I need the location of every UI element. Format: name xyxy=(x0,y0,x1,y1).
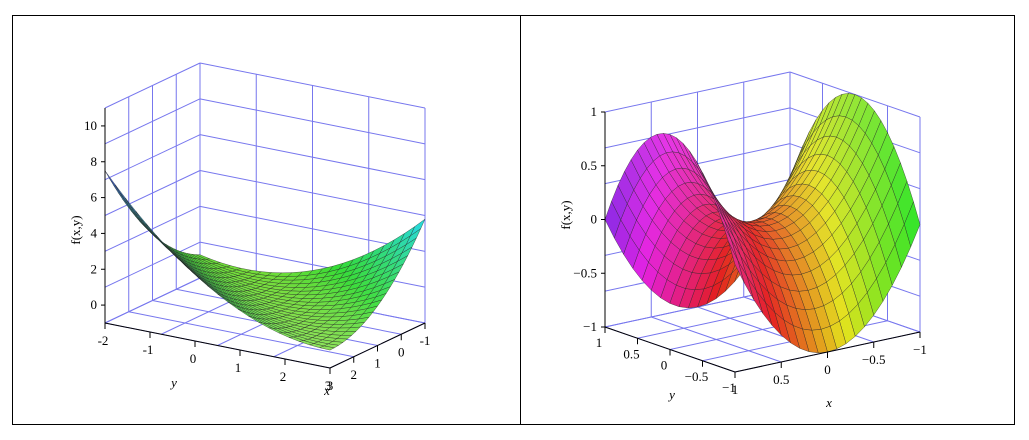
surface-patch xyxy=(318,345,336,351)
z-tick-label: 0 xyxy=(91,297,98,312)
z-tick-label: 8 xyxy=(91,154,98,169)
z-tick-label: 10 xyxy=(84,118,97,133)
grid-line xyxy=(104,241,201,288)
grid-line xyxy=(199,134,426,181)
left-ylabel: y xyxy=(169,375,177,390)
y-tick-label: 1 xyxy=(235,360,242,375)
z-tick-label: 6 xyxy=(91,190,98,205)
y-tick-label: 3 xyxy=(325,378,332,393)
panel-divider xyxy=(520,15,521,425)
x-tick-label: 3 xyxy=(327,378,334,393)
left-zlabel: f(x,y) xyxy=(68,215,83,244)
grid-line xyxy=(104,62,201,109)
grid-line xyxy=(199,62,426,109)
grid-line xyxy=(104,205,201,252)
x-tick-label: 2 xyxy=(351,367,358,382)
grid-line xyxy=(104,134,201,181)
y-tick-label: -2 xyxy=(98,333,109,348)
y-tick-label: 2 xyxy=(280,369,287,384)
grid-line xyxy=(199,170,426,216)
x-tick-label: 0 xyxy=(398,344,405,359)
x-tick-label: 1 xyxy=(374,356,381,371)
x-tick-label: -1 xyxy=(420,333,431,348)
left-surface xyxy=(104,170,426,351)
y-tick-label: 0 xyxy=(190,351,197,366)
grid-line xyxy=(104,98,201,145)
y-axis xyxy=(104,322,331,369)
y-tick-label: -1 xyxy=(143,342,154,357)
grid-line xyxy=(104,277,201,324)
z-tick-label: 2 xyxy=(91,261,98,276)
left-xlabel: x xyxy=(323,383,330,398)
grid-line xyxy=(199,98,426,145)
grid-line xyxy=(104,170,201,216)
z-tick-label: 4 xyxy=(91,225,98,240)
